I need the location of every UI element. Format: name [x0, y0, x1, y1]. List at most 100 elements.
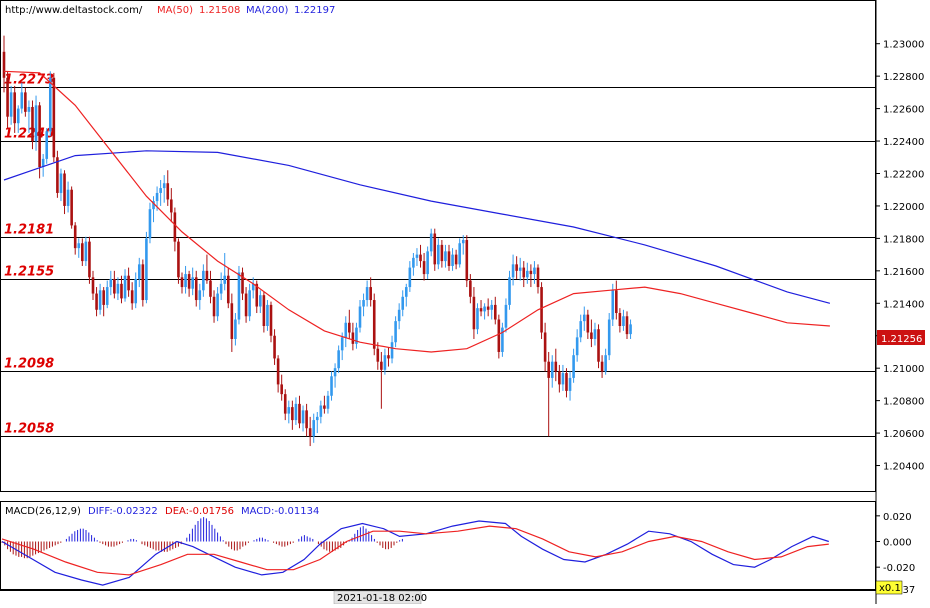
candle-body: [397, 309, 401, 322]
candle-body: [323, 405, 326, 409]
price-tick-label: 1.22800: [883, 72, 924, 83]
candle-body: [540, 287, 543, 333]
candle-body: [572, 355, 575, 378]
candle-body: [401, 296, 405, 310]
candle-body: [433, 233, 437, 265]
candle-body: [9, 92, 13, 117]
macd-diff-readout: DIFF:-0.02322: [88, 506, 158, 517]
candle-body: [251, 283, 255, 291]
candle-body: [508, 277, 511, 305]
candle-body: [173, 212, 177, 242]
candle-body: [415, 254, 419, 258]
candle-body: [404, 287, 408, 297]
candle-body: [287, 407, 291, 414]
candle-body: [230, 303, 234, 339]
candle-body: [340, 337, 344, 351]
candle-body: [237, 272, 241, 320]
price-tick-label: 1.20800: [883, 397, 924, 408]
candle-body: [116, 283, 120, 294]
source-url[interactable]: http://www.deltastock.com/: [5, 5, 143, 16]
candle-body: [145, 238, 148, 301]
candle-body: [593, 329, 597, 339]
candle-body: [597, 329, 600, 362]
candle-body: [180, 277, 184, 288]
candle-body: [159, 188, 162, 193]
candle-body: [383, 355, 387, 370]
candle-body: [426, 251, 429, 275]
price-tick-label: 1.21400: [883, 299, 924, 310]
candle-body: [497, 319, 501, 352]
candle-body: [372, 300, 376, 349]
ma50-label: MA(50): [157, 5, 193, 16]
price-tick-label: 1.22000: [883, 202, 924, 213]
candle-body: [123, 275, 127, 299]
candle-body: [294, 403, 298, 421]
candle-body: [625, 316, 629, 335]
macd-scale-badge[interactable]: [875, 580, 903, 595]
candle-body: [586, 314, 590, 333]
time-cursor-label: 2021-01-18 02:00: [337, 593, 427, 604]
candle-body: [629, 324, 632, 335]
candle-body: [533, 267, 536, 275]
candle-body: [130, 290, 134, 304]
candle-body: [283, 394, 287, 414]
candle-body: [198, 290, 202, 301]
candle-body: [511, 264, 515, 278]
candle-body: [479, 308, 483, 312]
candle-body: [615, 290, 618, 314]
candle-body: [465, 240, 469, 281]
candle-body: [437, 244, 440, 265]
candle-body: [326, 395, 330, 409]
candle-body: [41, 158, 45, 167]
candle-body: [451, 254, 454, 266]
candle-body: [212, 296, 216, 317]
candle-body: [70, 189, 73, 226]
candle-body: [369, 287, 372, 301]
candle-body: [241, 272, 244, 294]
candle-body: [20, 92, 24, 109]
candle-body: [27, 106, 31, 112]
ma50-line: [3, 70, 830, 353]
candle-body: [568, 377, 572, 391]
candle-body: [348, 322, 351, 333]
candle-body: [216, 293, 219, 317]
candle-body: [16, 108, 20, 124]
candle-body: [387, 355, 390, 359]
candle-body: [13, 92, 16, 124]
macd-scale-badge-label: x0.1: [879, 583, 901, 594]
candle-body: [486, 306, 490, 310]
level-label: 1.2240: [4, 127, 54, 142]
candle-body: [376, 348, 380, 362]
candle-body: [226, 275, 230, 304]
candle-body: [575, 337, 579, 356]
candle-body: [547, 361, 550, 378]
candle-body: [472, 296, 476, 330]
candle-body: [330, 376, 333, 396]
candle-body: [618, 313, 622, 326]
level-label: 1.2181: [4, 223, 54, 238]
macd-tick-label: 0.020: [883, 512, 912, 523]
price-tick-label: 1.21800: [883, 234, 924, 245]
candle-body: [380, 361, 383, 370]
candle-body: [184, 274, 187, 288]
candle-body: [209, 280, 212, 297]
current-price-tag: [877, 330, 925, 345]
candle-body: [48, 77, 52, 132]
candle-body: [461, 240, 465, 244]
candle-body: [526, 270, 529, 278]
candle-body: [447, 251, 451, 266]
candle-body: [63, 173, 66, 206]
candle-body: [579, 321, 583, 338]
candle-body: [6, 77, 9, 117]
ma50-value: 1.21508: [199, 5, 240, 16]
candle-body: [490, 304, 494, 310]
candle-body: [319, 405, 323, 417]
candle-body: [273, 335, 276, 359]
candle-body: [162, 183, 166, 189]
candlesticks: [2, 35, 632, 447]
candle-body: [187, 274, 191, 289]
candle-body: [476, 308, 479, 330]
candle-body: [622, 316, 625, 326]
price-axis: 1.23000 1.22800 1.22600 1.22400 1.22200 1.220…: [876, 40, 924, 473]
candle-body: [141, 264, 145, 301]
